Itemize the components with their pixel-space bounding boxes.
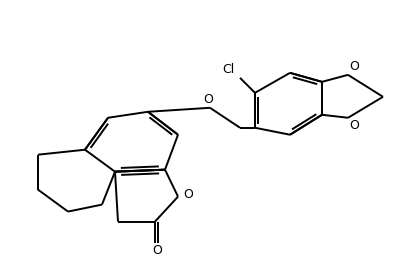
Text: O: O (152, 244, 162, 257)
Text: O: O (203, 93, 213, 106)
Text: O: O (349, 60, 359, 73)
Text: O: O (183, 188, 193, 201)
Text: O: O (349, 119, 359, 132)
Text: Cl: Cl (222, 63, 234, 76)
